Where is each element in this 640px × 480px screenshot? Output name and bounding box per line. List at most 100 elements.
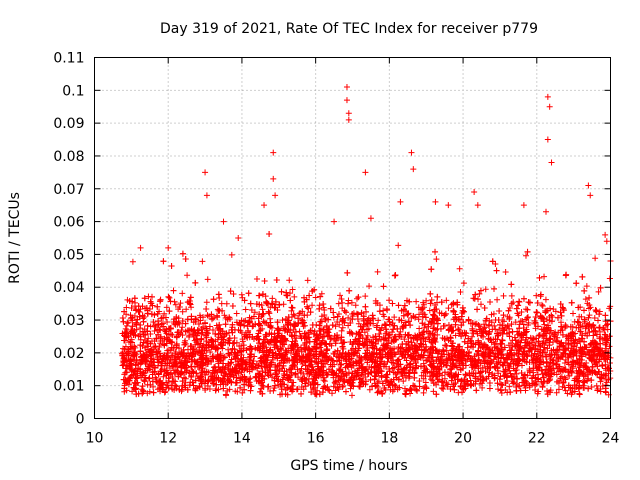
data-point xyxy=(239,338,246,345)
data-point xyxy=(364,336,371,343)
data-point xyxy=(561,359,568,366)
data-point xyxy=(414,387,421,394)
data-point xyxy=(565,382,572,389)
data-point xyxy=(154,303,161,310)
data-point xyxy=(428,376,435,383)
data-point xyxy=(416,377,423,384)
data-point xyxy=(213,322,220,329)
data-point xyxy=(405,318,412,325)
data-point xyxy=(436,376,443,383)
data-point xyxy=(352,302,359,309)
data-point xyxy=(513,305,520,312)
data-point xyxy=(529,339,536,346)
data-point xyxy=(158,362,165,369)
data-point xyxy=(406,298,413,305)
data-point xyxy=(123,322,130,329)
data-point xyxy=(550,332,557,339)
data-point xyxy=(493,267,500,274)
data-point xyxy=(174,329,181,336)
data-point xyxy=(308,389,315,396)
data-point xyxy=(323,322,330,329)
data-point xyxy=(269,295,276,302)
data-point xyxy=(441,375,448,382)
data-point xyxy=(498,390,505,397)
data-point xyxy=(261,319,268,326)
data-point xyxy=(151,327,158,334)
data-point xyxy=(172,301,179,308)
data-point xyxy=(581,338,588,345)
data-point xyxy=(452,321,459,328)
data-point xyxy=(316,368,323,375)
data-point xyxy=(597,378,604,385)
data-point xyxy=(404,311,411,318)
data-point xyxy=(307,382,314,389)
data-point xyxy=(177,300,184,307)
data-point xyxy=(125,319,132,326)
data-point xyxy=(125,381,132,388)
data-point xyxy=(291,293,298,300)
data-point xyxy=(424,368,431,375)
data-point xyxy=(212,387,219,394)
data-point xyxy=(442,342,449,349)
data-point xyxy=(310,375,317,382)
data-point xyxy=(297,368,304,375)
data-point xyxy=(507,370,514,377)
data-point xyxy=(500,292,507,299)
data-point xyxy=(603,345,610,352)
data-point xyxy=(539,303,546,310)
data-point xyxy=(575,319,582,326)
data-point xyxy=(582,296,589,303)
data-point xyxy=(506,304,513,311)
data-point xyxy=(182,256,189,263)
data-point xyxy=(295,346,302,353)
data-point xyxy=(438,299,445,306)
data-point xyxy=(165,293,172,300)
data-point xyxy=(296,328,303,335)
data-point xyxy=(456,327,463,334)
data-point xyxy=(510,299,517,306)
data-point xyxy=(150,346,157,353)
data-point xyxy=(541,328,548,335)
data-point xyxy=(161,389,168,396)
data-point xyxy=(553,371,560,378)
data-point xyxy=(279,317,286,324)
data-point xyxy=(505,365,512,372)
data-point xyxy=(142,374,149,381)
data-point xyxy=(403,347,410,354)
data-point xyxy=(176,386,183,393)
data-point xyxy=(298,384,305,390)
data-point xyxy=(371,345,378,352)
data-point xyxy=(203,347,210,354)
data-point xyxy=(241,297,248,304)
data-point xyxy=(325,316,332,323)
data-point xyxy=(416,325,423,332)
data-point xyxy=(599,362,606,369)
data-point xyxy=(491,285,498,292)
data-point xyxy=(516,321,523,328)
data-point xyxy=(207,373,214,380)
data-point xyxy=(338,334,345,341)
data-point xyxy=(282,336,289,343)
data-point xyxy=(335,300,342,307)
data-point xyxy=(193,336,200,343)
data-point xyxy=(283,289,290,296)
data-point xyxy=(591,315,598,322)
data-point xyxy=(488,339,495,346)
data-point xyxy=(494,296,501,303)
data-point xyxy=(207,348,214,355)
data-point xyxy=(509,343,516,350)
data-point xyxy=(541,321,548,328)
data-point xyxy=(179,290,186,297)
data-point xyxy=(473,387,480,394)
data-point xyxy=(506,333,513,340)
data-point xyxy=(546,336,553,343)
data-point xyxy=(188,373,195,380)
data-point xyxy=(595,288,602,295)
data-point xyxy=(141,295,148,302)
data-point xyxy=(593,382,600,389)
data-point xyxy=(165,325,172,332)
data-point xyxy=(592,255,599,262)
data-point xyxy=(345,314,352,321)
data-point xyxy=(327,336,334,343)
data-point xyxy=(229,321,236,328)
